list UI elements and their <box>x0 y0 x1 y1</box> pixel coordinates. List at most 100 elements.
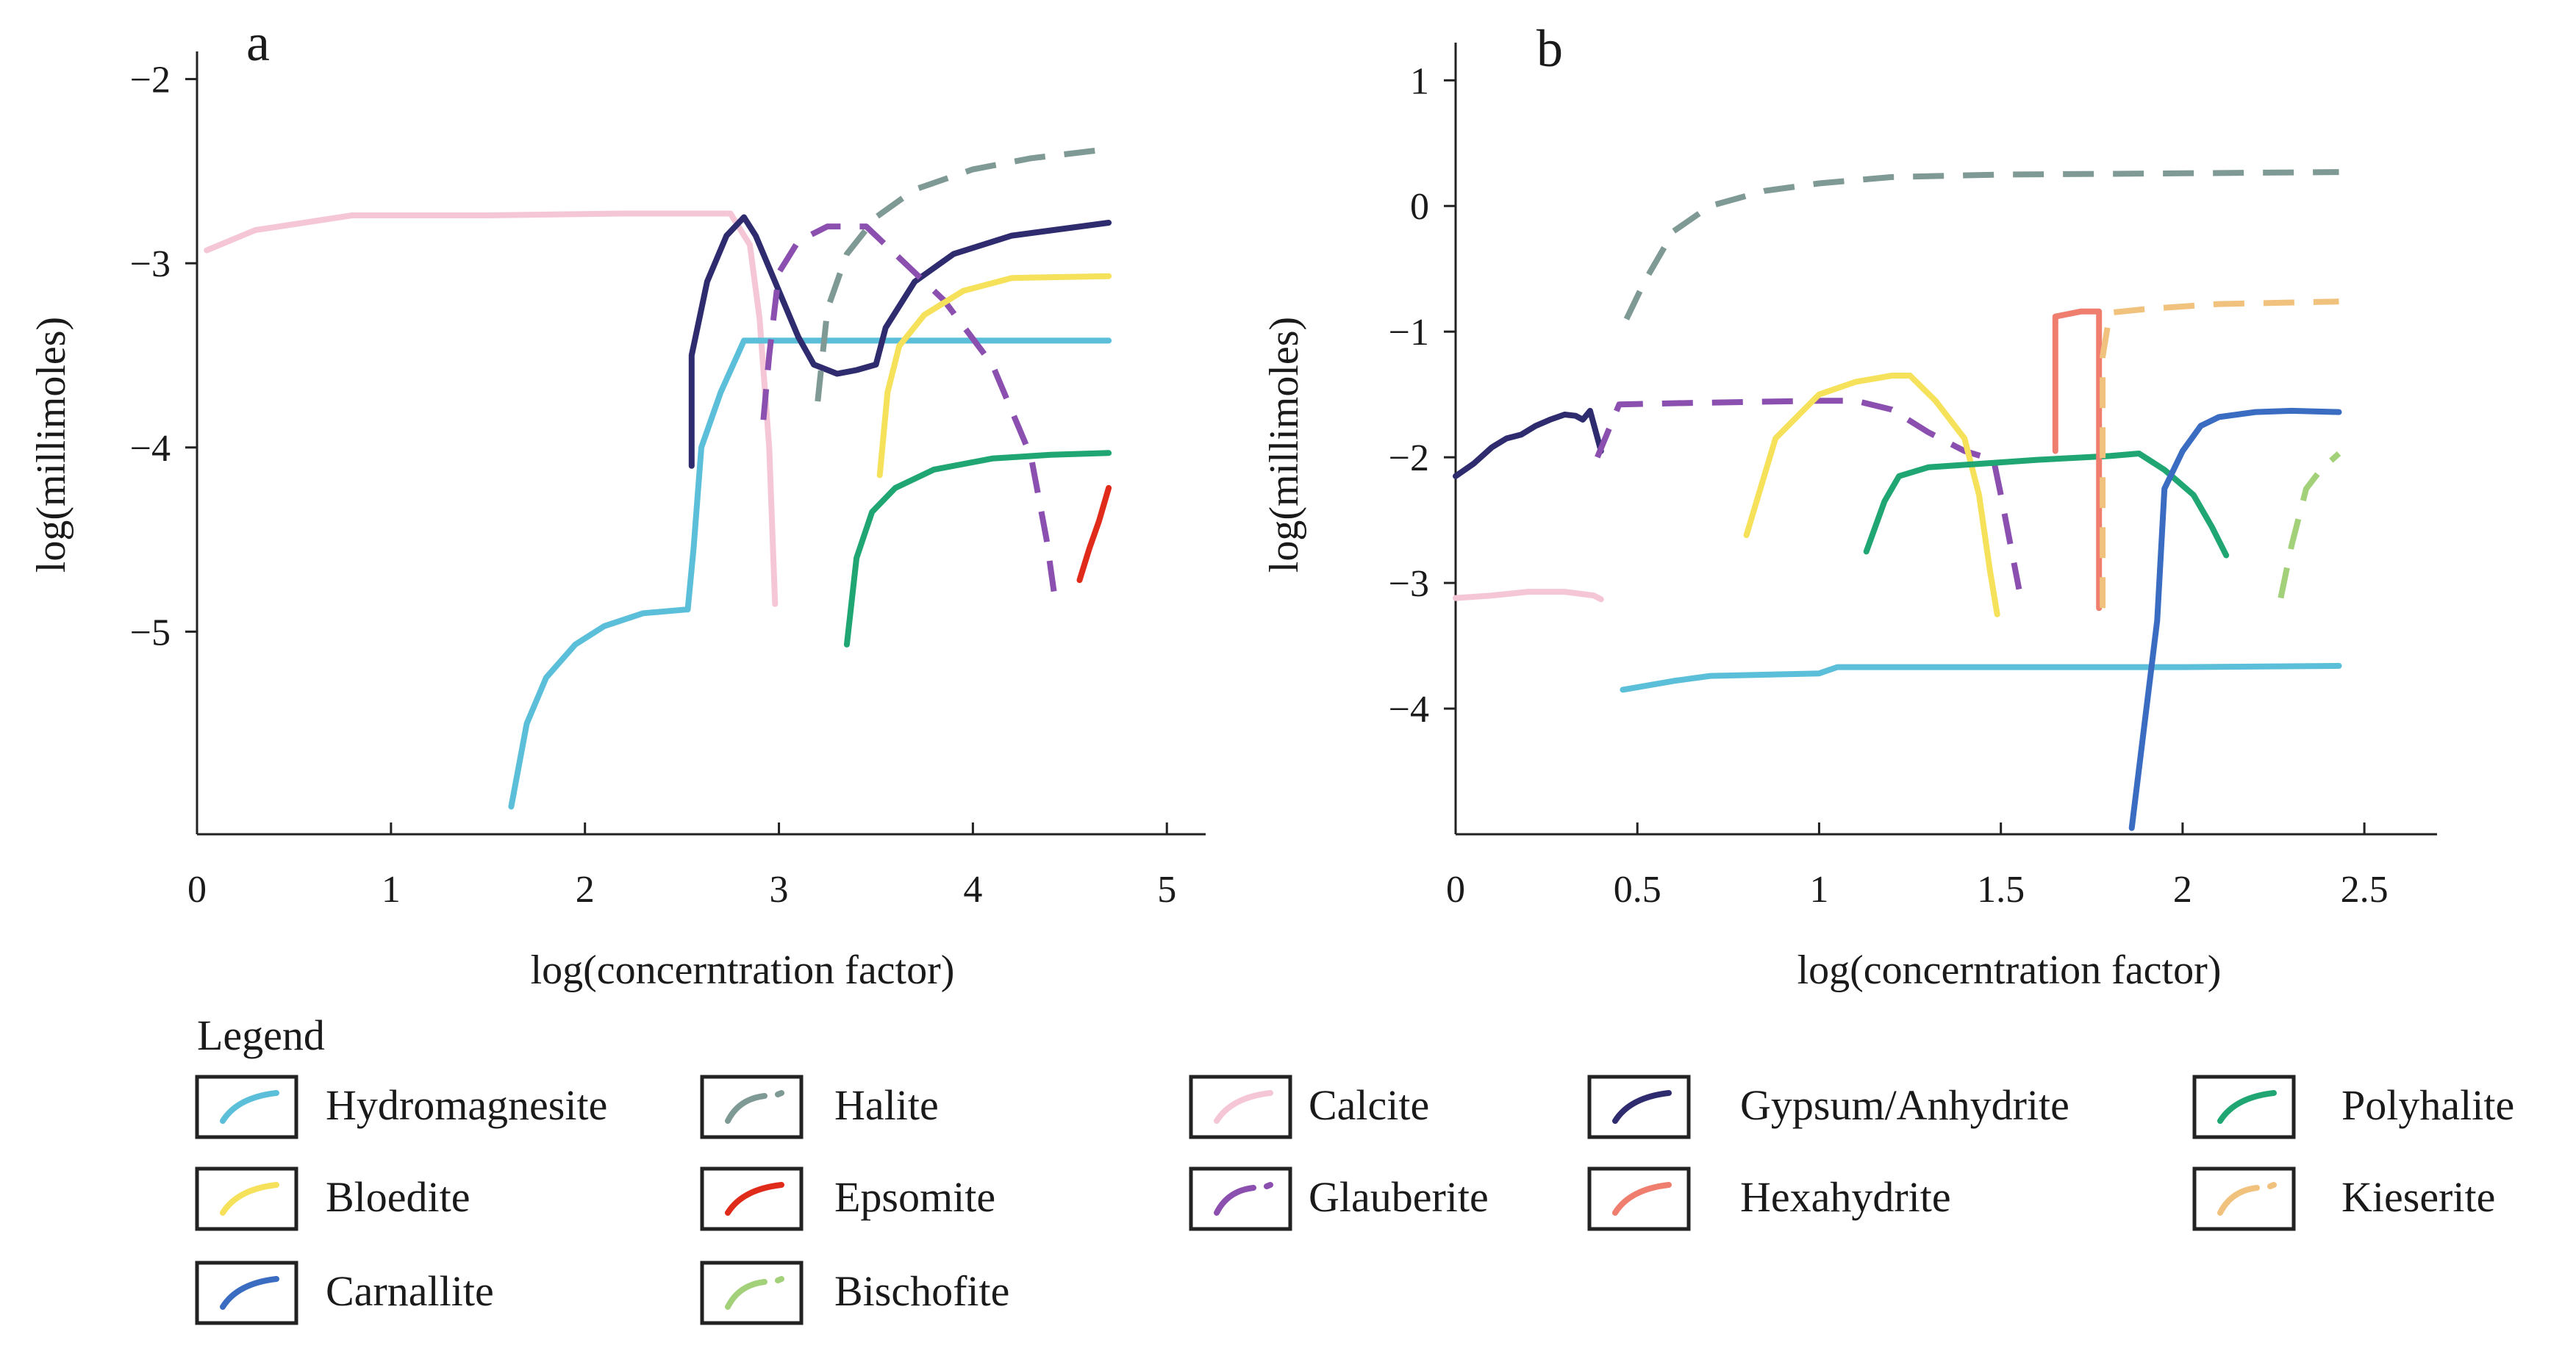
panel-a-axes: 0 1 2 3 4 5 −2 −3 −4 −5 <box>130 51 1206 911</box>
legend-items: Hydromagnesite Halite Calcite Gypsum/Anhydr… <box>195 1075 2514 1325</box>
panel-a-x-tick-label: 1 <box>382 869 401 911</box>
panel-b-label: b <box>1536 19 1563 78</box>
legend-swatch-line <box>725 1182 784 1216</box>
legend-label: Polyhalite <box>2341 1081 2514 1129</box>
panel-b-x-tick-label: 2.5 <box>2341 869 2389 911</box>
legend-label: Bloedite <box>326 1173 471 1221</box>
legend-item-hexahydrite: Hexahydrite <box>1587 1166 1951 1231</box>
legend-item-calcite: Calcite <box>1189 1075 1429 1139</box>
legend-swatch-line <box>2217 1090 2277 1124</box>
legend-swatch-line <box>1214 1182 1273 1216</box>
legend-swatch-box <box>1189 1166 1292 1231</box>
panel-a-x-tick-label: 2 <box>576 869 595 911</box>
panel-a-x-tick-label: 3 <box>770 869 789 911</box>
legend-item-carnallite: Carnallite <box>195 1261 494 1325</box>
legend-swatch-line <box>1612 1182 1672 1216</box>
chart-panel-a: a 0 1 2 3 4 5 −2 −3 −4 −5 log(concerntration fact… <box>29 13 1206 993</box>
panel-a-y-tick-label: −2 <box>130 60 171 101</box>
panel-b-series-calcite <box>1453 589 1604 603</box>
panel-a-series-gypsum-anhydrite <box>688 214 1112 469</box>
legend-item-gypsum-anhydrite: Gypsum/Anhydrite <box>1587 1075 2069 1139</box>
panel-b-x-tick-label: 0 <box>1446 869 1465 911</box>
panel-b-series-hydromagnesite <box>1620 662 2342 693</box>
panel-b-y-tick-label: 0 <box>1410 186 1429 228</box>
panel-b-series-polyhalite <box>1863 451 2230 559</box>
panel-b-y-tick-label: 1 <box>1410 60 1429 102</box>
legend-item-glauberite: Glauberite <box>1189 1166 1489 1231</box>
legend-swatch-line <box>220 1090 279 1124</box>
legend-swatch-box <box>195 1075 298 1139</box>
panel-b-series-gypsum-anhydrite <box>1453 407 1604 479</box>
legend-swatch-box <box>195 1261 298 1325</box>
legend-label: Hexahydrite <box>1740 1173 1951 1221</box>
legend-label: Calcite <box>1309 1081 1429 1129</box>
legend-item-bloedite: Bloedite <box>195 1166 471 1231</box>
legend-swatch-line <box>1612 1090 1672 1124</box>
panel-b-series-glauberite <box>1595 398 2022 590</box>
chart-panel-b: b 0 0.5 1 1.5 2 2.5 1 0 −1 −2 −3 −4 log(concerntrat… <box>1262 19 2437 993</box>
legend-item-halite: Halite <box>700 1075 939 1139</box>
legend-swatch-line <box>1214 1090 1273 1124</box>
legend-swatch-line <box>220 1182 279 1216</box>
panel-a-series <box>204 146 1112 810</box>
panel-a-series-glauberite <box>760 223 1058 595</box>
panel-a-series-calcite <box>204 210 779 607</box>
panel-b-series-halite <box>1623 169 2339 320</box>
panel-b-y-axis-title: log(millimoles) <box>1262 317 1307 573</box>
legend-title: Legend <box>197 1011 325 1059</box>
panel-b-series-carnallite <box>2128 407 2342 831</box>
panel-a-series-hydromagnesite <box>508 337 1112 810</box>
legend-swatch-line <box>725 1090 784 1124</box>
panel-a-y-axis-title: log(millimoles) <box>29 317 74 573</box>
legend-label: Gypsum/Anhydrite <box>1740 1081 2069 1129</box>
legend-swatch-box <box>700 1261 804 1325</box>
panel-b-y-tick-label: −3 <box>1389 563 1429 605</box>
legend-label: Hydromagnesite <box>326 1081 607 1129</box>
panel-b-series-bischofite <box>2278 451 2341 599</box>
panel-b-series-kieserite <box>2100 298 2339 609</box>
panel-a-series-bloedite <box>876 273 1112 479</box>
panel-a-x-tick-label: 5 <box>1157 869 1176 911</box>
legend-swatch-box <box>1587 1166 1691 1231</box>
legend-label: Carnallite <box>326 1267 494 1315</box>
legend-swatch-box <box>2192 1166 2296 1231</box>
legend-label: Glauberite <box>1309 1173 1489 1221</box>
legend-item-polyhalite: Polyhalite <box>2192 1075 2514 1139</box>
panel-a-y-tick-label: −3 <box>130 243 171 285</box>
panel-b-axes: 0 0.5 1 1.5 2 2.5 1 0 −1 −2 −3 −4 <box>1389 43 2437 911</box>
panel-b-x-axis-title: log(concerntration factor) <box>1797 947 2222 993</box>
legend-label: Bischofite <box>834 1267 1009 1315</box>
legend-label: Epsomite <box>834 1173 995 1221</box>
panel-a-y-tick-label: −5 <box>130 612 171 653</box>
panel-b-series <box>1453 169 2342 831</box>
legend-swatch-box <box>700 1166 804 1231</box>
legend-swatch-box <box>1189 1075 1292 1139</box>
panel-a-label: a <box>246 13 270 72</box>
legend-swatch-box <box>2192 1075 2296 1139</box>
panel-a-x-tick-label: 4 <box>963 869 982 911</box>
legend-swatch-box <box>195 1166 298 1231</box>
legend-item-bischofite: Bischofite <box>700 1261 1009 1325</box>
panel-a-series-halite <box>815 146 1109 402</box>
panel-a-series-polyhalite <box>843 450 1112 648</box>
panel-b-x-tick-label: 2 <box>2173 869 2192 911</box>
legend-item-kieserite: Kieserite <box>2192 1166 2495 1231</box>
panel-b-series-hexahydrite <box>2052 308 2103 612</box>
legend-item-hydromagnesite: Hydromagnesite <box>195 1075 607 1139</box>
legend-swatch-box <box>700 1075 804 1139</box>
panel-b-series-bloedite <box>1743 373 2000 617</box>
panel-b-x-tick-label: 1 <box>1809 869 1828 911</box>
panel-b-x-tick-label: 0.5 <box>1614 869 1661 911</box>
legend-item-epsomite: Epsomite <box>700 1166 995 1231</box>
legend-swatch-box <box>1587 1075 1691 1139</box>
panel-a-series-epsomite <box>1076 484 1112 584</box>
panel-a-x-tick-label: 0 <box>187 869 207 911</box>
legend-label: Halite <box>834 1081 939 1129</box>
panel-a-x-axis-title: log(concerntration factor) <box>531 947 955 993</box>
legend: Legend Hydromagnesite Halite Calcite Gypsum… <box>195 1011 2514 1325</box>
legend-label: Kieserite <box>2341 1173 2495 1221</box>
panel-b-y-tick-label: −4 <box>1389 689 1429 731</box>
panel-a-y-tick-label: −4 <box>130 428 171 470</box>
panel-b-y-tick-label: −1 <box>1389 312 1429 354</box>
